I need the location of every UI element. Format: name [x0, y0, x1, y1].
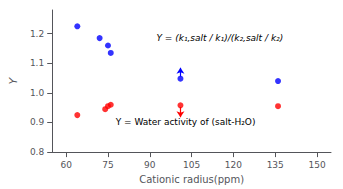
- svg-text:135: 135: [267, 160, 284, 170]
- svg-text:90: 90: [144, 160, 156, 170]
- svg-text:Cationic radius(ppm): Cationic radius(ppm): [139, 174, 244, 185]
- svg-text:Y: Y: [7, 76, 20, 84]
- svg-text:150: 150: [308, 160, 325, 170]
- svg-text:Y = (k₁,salt / k₁)/(k₂,salt /: Y = (k₁,salt / k₁)/(k₂,salt / k₂): [156, 33, 283, 43]
- svg-text:Y = Water activity of (salt-H₂: Y = Water activity of (salt-H₂O): [115, 117, 256, 127]
- svg-text:120: 120: [225, 160, 242, 170]
- svg-text:60: 60: [60, 160, 72, 170]
- svg-text:0.8: 0.8: [30, 147, 45, 157]
- svg-text:1.1: 1.1: [30, 58, 44, 68]
- svg-text:1.2: 1.2: [30, 29, 44, 39]
- svg-text:75: 75: [102, 160, 113, 170]
- svg-text:105: 105: [183, 160, 200, 170]
- svg-text:0.9: 0.9: [30, 117, 45, 127]
- svg-text:1.0: 1.0: [30, 88, 45, 98]
